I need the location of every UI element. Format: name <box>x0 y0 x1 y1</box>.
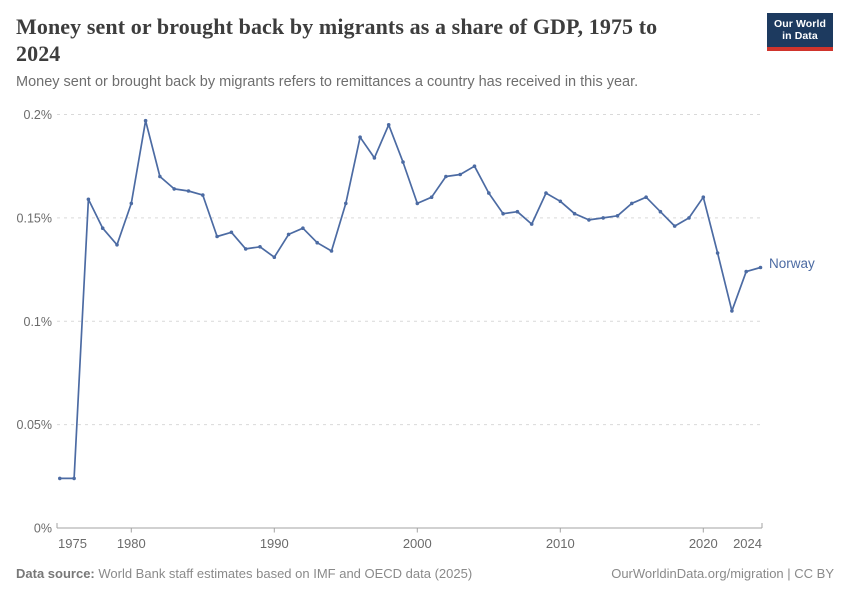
data-point <box>458 172 463 177</box>
data-point <box>487 191 491 195</box>
data-point <box>515 209 520 214</box>
y-axis-tick-label: 0.15% <box>17 211 52 225</box>
data-point <box>158 174 162 179</box>
data-point <box>301 226 305 230</box>
data-point <box>644 195 648 199</box>
data-point <box>72 476 76 481</box>
data-point <box>658 209 663 214</box>
x-axis-tick-label: 2010 <box>546 536 575 551</box>
x-axis-tick-label: 2020 <box>689 536 718 551</box>
data-point <box>701 195 706 199</box>
data-point <box>201 193 205 197</box>
x-axis-tick-label: 2024 <box>733 536 762 551</box>
x-axis-tick-label: 1990 <box>260 536 289 551</box>
data-point <box>272 255 277 259</box>
data-point <box>415 201 420 206</box>
data-point <box>744 269 748 274</box>
data-point <box>286 232 291 237</box>
owid-logo-line2: in Data <box>782 30 818 42</box>
y-axis-tick-label: 0.05% <box>17 418 52 432</box>
y-axis-tick-label: 0.2% <box>24 108 53 122</box>
owid-logo-stripe <box>767 47 833 51</box>
data-point <box>329 249 334 253</box>
owid-credit: OurWorldinData.org/migration | CC BY <box>611 566 834 581</box>
data-point <box>715 251 720 255</box>
data-source-text: World Bank staff estimates based on IMF … <box>94 566 473 581</box>
data-point <box>472 164 477 168</box>
data-point <box>587 218 591 222</box>
x-axis-tick-label: 2000 <box>403 536 432 551</box>
data-point <box>529 222 534 226</box>
x-axis-tick-label: 1975 <box>58 536 87 551</box>
x-axis-tick-label: 1980 <box>117 536 146 551</box>
chart-subtitle: Money sent or brought back by migrants r… <box>16 74 639 90</box>
data-source-label: Data source: <box>16 566 95 581</box>
data-point <box>229 230 234 235</box>
series-label-norway: Norway <box>769 256 815 271</box>
data-point <box>358 135 362 139</box>
data-point <box>143 118 148 123</box>
data-point <box>501 211 505 216</box>
y-axis-tick-label: 0% <box>34 522 52 536</box>
data-point <box>558 199 563 204</box>
data-point <box>444 174 448 179</box>
data-point <box>429 195 434 199</box>
page-title: Money sent or brought back by migrants a… <box>16 14 658 66</box>
data-source-note: Data source: World Bank staff estimates … <box>16 566 472 581</box>
data-point <box>215 234 219 239</box>
data-point <box>730 309 734 313</box>
data-point <box>129 201 134 206</box>
data-point <box>386 123 391 127</box>
chart-footer: Data source: World Bank staff estimates … <box>16 566 834 581</box>
data-point <box>401 160 405 164</box>
data-point <box>672 224 677 228</box>
data-point <box>100 226 105 230</box>
data-point <box>315 240 320 245</box>
data-point <box>344 201 348 206</box>
data-line-norway <box>58 119 762 480</box>
data-point <box>601 216 605 220</box>
data-point <box>372 156 377 160</box>
owid-logo: Our World in Data <box>767 13 833 51</box>
data-point <box>186 189 191 193</box>
owid-logo-line1: Our World <box>773 18 827 30</box>
data-point <box>572 211 577 216</box>
data-point <box>758 265 763 270</box>
data-point <box>58 476 62 481</box>
data-point <box>544 191 548 195</box>
data-point <box>258 245 262 249</box>
data-point <box>86 197 91 202</box>
data-point <box>615 214 620 218</box>
data-point <box>243 247 248 251</box>
data-point <box>630 201 634 206</box>
data-point <box>115 243 119 247</box>
data-point <box>172 187 176 191</box>
y-axis-tick-label: 0.1% <box>24 315 53 329</box>
data-point <box>687 216 691 220</box>
owid-logo-box: Our World in Data <box>767 13 833 47</box>
